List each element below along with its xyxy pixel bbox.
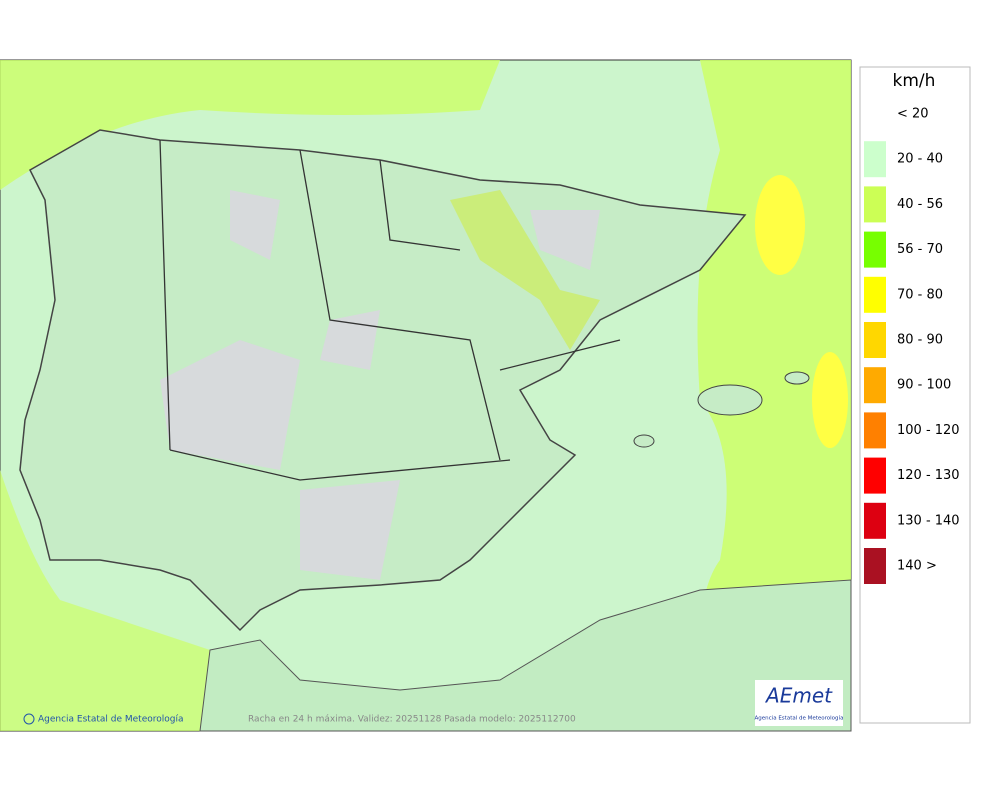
map: Agencia Estatal de Meteorología Racha en… [0,59,852,732]
legend-swatch [864,276,886,313]
legend-label: 120 - 130 [897,468,960,483]
wind-zone [450,190,600,350]
terrain [160,190,600,580]
legend: km/h < 20 20 - 40 40 - 56 56 - 70 70 - 80 80 … [859,66,971,724]
legend-swatch [864,457,886,494]
logo: AEmet [764,684,833,708]
logo-subtitle: Agencia Estatal de Meteorología [755,715,844,722]
credit: Agencia Estatal de Meteorología [38,715,184,725]
africa [199,579,852,732]
wind-zone [812,352,848,448]
legend-swatch [864,502,886,539]
wind-zone [697,60,851,731]
legend-swatch [864,186,886,223]
legend-swatch [864,367,886,404]
legend-label: 90 - 100 [897,378,951,393]
legend-swatch [864,412,886,449]
caption: Racha en 24 h máxima. Validez: 20251128 … [248,715,576,725]
legend-label: 70 - 80 [897,287,943,302]
island [633,434,655,448]
legend-label: 80 - 90 [897,333,943,348]
wind-zone [755,175,805,275]
wind-zone [0,60,500,190]
island [697,384,763,416]
legend-swatch [864,548,886,584]
legend-swatch [864,231,886,268]
region-border [159,139,621,481]
legend-label: < 20 [897,107,929,122]
legend-label: 40 - 56 [897,197,943,212]
legend-label: 100 - 120 [897,423,960,438]
logo-box [755,680,843,726]
legend-unit: km/h [893,71,936,91]
legend-label: 20 - 40 [897,152,943,167]
legend-swatch [864,322,886,358]
copyright-icon [23,713,35,725]
legend-label: 140 > [897,559,937,574]
wind-zone [0,470,230,731]
legend-label: 56 - 70 [897,242,943,257]
legend-swatch [864,141,886,178]
legend-label: 130 - 140 [897,513,960,528]
island [784,371,810,385]
